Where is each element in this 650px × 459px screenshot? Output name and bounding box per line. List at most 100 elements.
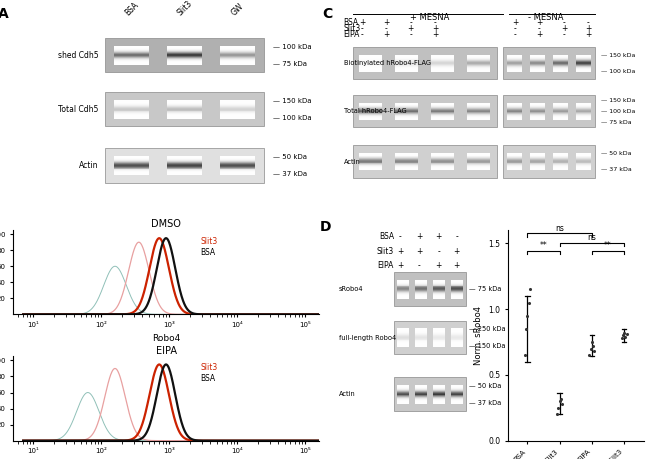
Bar: [576, 113, 590, 114]
Bar: [359, 59, 382, 60]
Bar: [415, 396, 427, 397]
Bar: [359, 154, 382, 155]
Bar: [576, 161, 590, 162]
Bar: [507, 61, 522, 62]
Bar: [397, 390, 409, 391]
Bar: [415, 399, 427, 400]
Bar: [397, 394, 409, 396]
Bar: [397, 402, 409, 403]
Bar: [507, 111, 522, 112]
Bar: [530, 115, 545, 116]
Bar: [433, 386, 445, 387]
Bar: [576, 118, 590, 119]
Bar: [415, 389, 427, 390]
Text: + MESNA: + MESNA: [410, 13, 449, 22]
Bar: [467, 160, 490, 161]
Bar: [431, 105, 454, 106]
Bar: [433, 336, 445, 337]
Bar: [359, 65, 382, 66]
Bar: [431, 107, 454, 108]
Bar: [451, 282, 463, 283]
Bar: [167, 161, 202, 162]
Bar: [431, 160, 454, 161]
Text: Actin: Actin: [339, 392, 356, 397]
Bar: [451, 386, 463, 387]
Bar: [433, 392, 445, 393]
Bar: [415, 339, 427, 340]
Bar: [167, 114, 202, 115]
Bar: [220, 159, 255, 160]
Bar: [114, 172, 149, 173]
Bar: [433, 294, 445, 295]
Bar: [552, 71, 567, 72]
Bar: [552, 69, 567, 70]
Bar: [467, 112, 490, 113]
Bar: [507, 103, 522, 104]
Bar: [507, 113, 522, 114]
Bar: [114, 170, 149, 171]
Bar: [114, 115, 149, 116]
Bar: [431, 158, 454, 159]
Bar: [359, 156, 382, 157]
Bar: [530, 153, 545, 154]
Bar: [415, 295, 427, 296]
Bar: [105, 149, 264, 183]
Text: ns: ns: [555, 224, 564, 233]
Text: C: C: [322, 7, 332, 21]
Bar: [167, 116, 202, 117]
Text: — 75 kDa: — 75 kDa: [469, 286, 501, 292]
Bar: [433, 329, 445, 330]
Text: +: +: [359, 18, 365, 27]
Bar: [507, 164, 522, 165]
Bar: [415, 289, 427, 290]
Bar: [220, 59, 255, 60]
Bar: [552, 113, 567, 114]
Bar: [359, 63, 382, 64]
Bar: [576, 56, 590, 57]
Bar: [431, 70, 454, 71]
Text: Total Cdh5: Total Cdh5: [58, 105, 99, 114]
Bar: [114, 59, 149, 60]
Bar: [576, 70, 590, 71]
Bar: [451, 333, 463, 334]
Bar: [467, 156, 490, 157]
Bar: [552, 110, 567, 111]
Bar: [397, 284, 409, 285]
Text: — 50 kDa: — 50 kDa: [273, 154, 307, 160]
Bar: [397, 385, 409, 386]
Bar: [114, 103, 149, 104]
Bar: [353, 146, 497, 178]
Text: +: +: [436, 232, 442, 241]
Bar: [359, 164, 382, 165]
Bar: [359, 108, 382, 109]
Bar: [167, 165, 202, 166]
Bar: [467, 158, 490, 159]
Bar: [576, 159, 590, 160]
Bar: [415, 341, 427, 342]
Bar: [167, 107, 202, 108]
Bar: [220, 118, 255, 119]
Bar: [431, 66, 454, 67]
Text: ns: ns: [588, 233, 596, 242]
Bar: [431, 157, 454, 158]
Bar: [552, 164, 567, 165]
Text: -: -: [385, 24, 388, 33]
Bar: [433, 402, 445, 403]
Bar: [114, 62, 149, 63]
Bar: [576, 157, 590, 158]
Bar: [114, 161, 149, 162]
Bar: [576, 71, 590, 72]
Text: EIPA: EIPA: [378, 262, 394, 270]
Bar: [395, 166, 419, 167]
Bar: [114, 168, 149, 169]
Bar: [415, 388, 427, 389]
Bar: [576, 55, 590, 56]
Bar: [167, 57, 202, 58]
Bar: [167, 103, 202, 104]
Bar: [507, 65, 522, 66]
Text: Slit3: Slit3: [344, 24, 361, 33]
Bar: [114, 102, 149, 103]
Bar: [359, 114, 382, 115]
Bar: [220, 46, 255, 47]
Bar: [114, 112, 149, 113]
